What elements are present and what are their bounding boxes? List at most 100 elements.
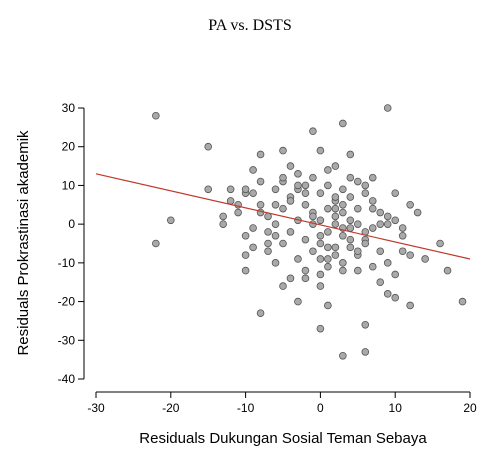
point (353, 220, 362, 228)
point (241, 231, 250, 240)
point (383, 212, 392, 221)
y-axis-label: Residuals Prokrastinasi akademik (15, 130, 32, 356)
point (339, 185, 347, 194)
point (226, 185, 235, 194)
point (249, 243, 257, 252)
point (309, 212, 317, 221)
point (256, 177, 265, 186)
point (376, 220, 385, 228)
point (271, 259, 280, 267)
x-tick-label: -10 (237, 401, 255, 415)
x-axis-label: Residuals Dukungan Sosial Teman Sebaya (139, 430, 427, 447)
point (286, 162, 295, 170)
regression-line (95, 173, 471, 260)
point (294, 255, 302, 263)
y-tick-label: 30 (62, 101, 76, 115)
point (324, 166, 332, 174)
point (383, 290, 392, 298)
y-tick-label: 20 (62, 140, 76, 154)
point (271, 220, 280, 228)
point (406, 301, 414, 310)
point (264, 247, 272, 256)
point (376, 247, 385, 256)
point (316, 270, 325, 279)
point (346, 235, 355, 244)
point (301, 181, 310, 190)
point (286, 274, 295, 283)
point (256, 309, 265, 317)
y-tick-label: -30 (58, 333, 76, 347)
point (264, 228, 272, 236)
x-tick-label: -30 (87, 401, 105, 415)
point (316, 282, 325, 290)
y-tick-label: 10 (62, 178, 76, 192)
point (331, 243, 340, 252)
point (398, 231, 407, 240)
point (398, 224, 407, 232)
point (324, 181, 332, 190)
point (391, 270, 400, 279)
point (279, 173, 287, 182)
point (339, 259, 347, 267)
point (286, 197, 295, 205)
point (368, 262, 377, 271)
point (339, 266, 347, 275)
point (346, 150, 355, 159)
point (219, 220, 227, 228)
point (368, 197, 377, 205)
point (406, 200, 414, 209)
y-tick-label: -20 (58, 295, 76, 309)
point (279, 239, 287, 248)
point (316, 239, 325, 248)
point (346, 216, 355, 225)
point (301, 200, 310, 209)
point (361, 189, 370, 197)
x-tick-label: -20 (162, 401, 180, 415)
point (294, 181, 302, 190)
point (256, 200, 265, 209)
point (279, 146, 287, 155)
point (279, 204, 287, 213)
point (294, 170, 302, 178)
point (324, 228, 332, 236)
point (331, 162, 340, 170)
point (286, 228, 295, 236)
point (339, 351, 347, 360)
point (346, 224, 355, 232)
point (398, 247, 407, 256)
point (316, 189, 325, 197)
point (331, 204, 340, 213)
point (271, 231, 280, 240)
point (406, 251, 414, 259)
point (331, 220, 340, 228)
point (331, 193, 340, 201)
point (204, 142, 213, 151)
point (301, 266, 310, 275)
point (331, 212, 340, 221)
point (353, 204, 362, 213)
point (316, 255, 325, 263)
point (353, 177, 362, 186)
point (368, 204, 377, 213)
point (264, 239, 272, 248)
point (383, 259, 392, 267)
point (383, 104, 392, 112)
point (346, 243, 355, 252)
point (271, 200, 280, 209)
point (279, 282, 287, 290)
point (249, 166, 257, 174)
point (324, 243, 332, 252)
point (241, 266, 250, 275)
point (324, 301, 332, 310)
point (458, 297, 467, 306)
point (241, 251, 250, 259)
point (376, 278, 385, 287)
x-tick-label: 10 (389, 401, 403, 415)
point (309, 173, 317, 182)
point (368, 224, 377, 232)
point (324, 262, 332, 271)
point (316, 231, 325, 240)
y-tick-label: -40 (58, 372, 76, 386)
point (309, 247, 317, 256)
